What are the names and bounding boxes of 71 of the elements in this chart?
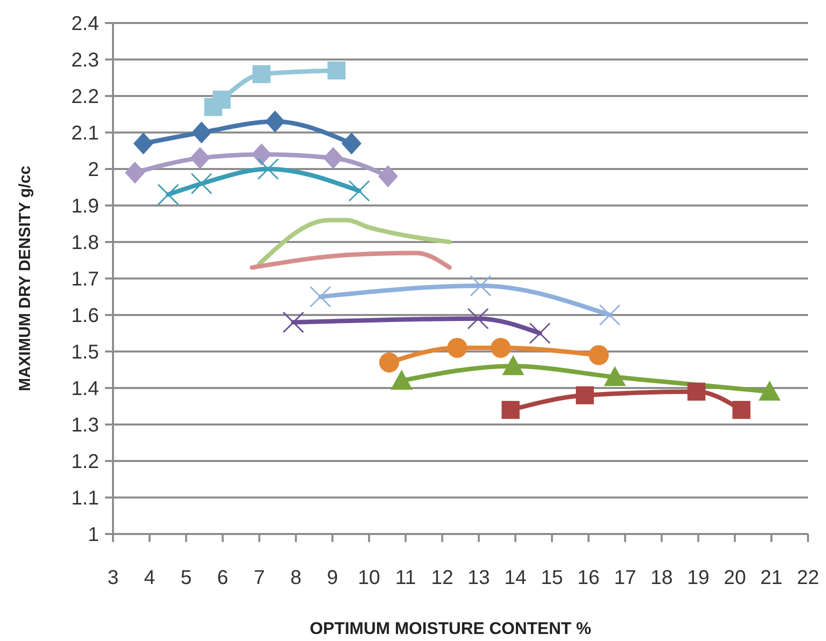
x-tick-label: 5 <box>180 567 192 589</box>
y-tick-label: 2.4 <box>71 13 99 35</box>
point <box>378 165 398 188</box>
point <box>252 143 272 166</box>
x-tick-label: 11 <box>395 567 416 589</box>
point <box>157 184 179 206</box>
y-tick-label: 1.2 <box>71 451 99 473</box>
point <box>529 322 551 344</box>
x-tick-label: 13 <box>468 567 490 589</box>
point <box>470 275 492 297</box>
point <box>758 380 781 401</box>
x-tick-label: 17 <box>614 567 636 589</box>
point <box>133 132 154 154</box>
point <box>252 65 271 84</box>
x-axis-title: OPTIMUM MOISTURE CONTENT % <box>310 619 592 638</box>
point <box>348 180 370 202</box>
x-tick-label: 6 <box>217 567 228 589</box>
x-tick-label: 14 <box>504 567 526 589</box>
point <box>310 286 332 308</box>
x-tick-label: 7 <box>254 567 265 589</box>
point <box>257 158 279 180</box>
y-tick-label: 1.3 <box>71 414 99 436</box>
x-tick-label: 3 <box>107 567 119 589</box>
point <box>467 308 489 330</box>
point <box>687 382 706 401</box>
point <box>282 312 304 334</box>
point <box>390 370 413 390</box>
point <box>265 110 286 133</box>
point <box>124 162 145 184</box>
x-tick-label: 4 <box>144 567 156 589</box>
point <box>732 400 750 419</box>
y-tick-label: 2.1 <box>71 122 99 144</box>
y-tick-label: 2.2 <box>71 86 99 108</box>
x-tick-label: 22 <box>796 567 820 589</box>
y-axis-title: MAXIMUM DRY DENSITY g/cc <box>17 166 34 392</box>
x-tick-label: 21 <box>760 567 783 589</box>
x-tick-label: 10 <box>358 567 380 589</box>
point <box>192 122 212 144</box>
point <box>327 61 346 80</box>
y-tick-label: 1.7 <box>71 268 99 290</box>
point <box>190 172 212 194</box>
x-tick-label: 12 <box>431 567 454 589</box>
y-tick-label: 1 <box>88 524 99 546</box>
point <box>447 338 468 358</box>
point <box>323 147 344 170</box>
point <box>604 366 626 386</box>
x-tick-label: 18 <box>650 567 673 589</box>
x-tick-label: 16 <box>577 567 600 589</box>
point <box>341 132 362 154</box>
x-tick-label: 19 <box>687 567 710 589</box>
point <box>598 304 620 326</box>
point <box>490 338 511 358</box>
y-tick-label: 1.6 <box>71 305 99 327</box>
y-tick-label: 2.3 <box>71 50 99 72</box>
line-series <box>257 218 452 266</box>
point <box>588 345 609 366</box>
x-tick-label: 8 <box>290 567 302 589</box>
y-tick-label: 2 <box>88 159 99 181</box>
x-tick-label: 20 <box>724 567 746 589</box>
x-tick-label: 9 <box>326 567 338 589</box>
point <box>379 352 400 372</box>
point <box>190 147 210 170</box>
y-tick-label: 1.5 <box>71 342 99 364</box>
point <box>502 400 520 419</box>
y-tick-label: 1.4 <box>71 378 99 400</box>
point <box>576 386 594 404</box>
x-tick-label: 15 <box>540 567 564 589</box>
y-tick-label: 1.8 <box>71 232 99 254</box>
y-tick-label: 1.1 <box>71 488 99 510</box>
y-tick-label: 1.9 <box>71 196 99 218</box>
point <box>502 355 524 376</box>
